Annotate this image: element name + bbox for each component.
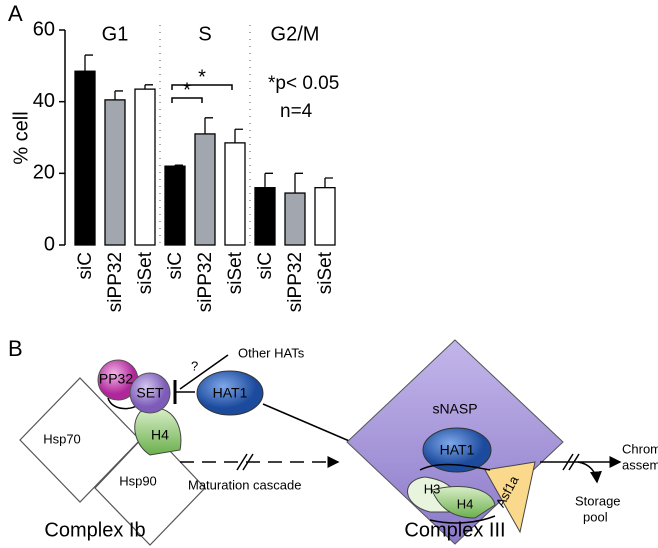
x-tick-label: siC (75, 252, 96, 279)
error-bar (294, 172, 303, 194)
line (179, 354, 229, 390)
label: PP32 (99, 371, 133, 387)
label: SET (136, 385, 164, 401)
panel-label: A (8, 1, 23, 26)
hat1-shape (196, 370, 264, 416)
error-bar (264, 172, 273, 188)
arrow (577, 461, 602, 484)
label: Complex Ib (44, 519, 145, 541)
significance-bracket (171, 97, 203, 103)
label: Hsp70 (43, 431, 81, 446)
label: Other HATs (238, 345, 305, 360)
bar (134, 88, 156, 246)
y-tick-label: 20 (33, 162, 55, 184)
h4-shape (431, 486, 496, 519)
label: Chromatin (622, 441, 658, 456)
x-tick-label: siSet (135, 251, 156, 294)
x-tick-label: siC (165, 252, 186, 279)
bar (224, 142, 246, 246)
panel-label: B (8, 336, 23, 361)
tail (429, 515, 496, 524)
error-bar (234, 128, 243, 143)
annotation: *p< 0.05 (268, 73, 339, 94)
significance-label: * (183, 79, 191, 101)
panel-b: B PP32 SET Hsp70 Hsp90 H4 Complex Ib ? O… (8, 336, 658, 546)
error-bar (114, 90, 123, 100)
label: ? (191, 358, 198, 373)
label: HAT1 (440, 442, 475, 458)
label: H3 (424, 481, 441, 496)
annotation: n=4 (280, 101, 313, 122)
bar (284, 192, 306, 246)
x-tick-label: siSet (315, 251, 336, 294)
label: sNASP (432, 401, 477, 417)
x-tick-label: siPP32 (105, 252, 126, 312)
x-tick-label: siSet (225, 251, 246, 294)
break (562, 453, 580, 471)
y-tick-label: 40 (33, 90, 55, 112)
bar (194, 133, 216, 246)
x-tick-label: siPP32 (285, 252, 306, 312)
y-axis-label: % cell (10, 111, 32, 164)
label: pool (583, 509, 608, 524)
x-tick-label: siC (255, 252, 276, 279)
label: H4 (457, 496, 474, 511)
asf1a-shape (484, 461, 536, 534)
bar (164, 165, 186, 246)
label: assembly (622, 457, 658, 472)
x-tick-label: siPP32 (195, 252, 216, 312)
error-bar (144, 84, 153, 90)
label: Storage (575, 493, 621, 508)
error-bar (84, 54, 93, 72)
label: Hsp90 (119, 473, 157, 488)
significance-label: * (198, 66, 206, 88)
error-bar (324, 177, 333, 188)
y-tick-label: 60 (33, 18, 55, 40)
bar (314, 187, 336, 246)
set-shape (129, 372, 171, 414)
break (236, 453, 254, 471)
error-bar (204, 117, 213, 134)
label: HAT1 (213, 385, 248, 401)
significance-bracket (171, 84, 233, 90)
hsp90-shape (94, 429, 206, 546)
label: H4 (151, 427, 169, 443)
group-label: G2/M (271, 23, 320, 45)
group-label: S (198, 23, 211, 45)
group-label: G1 (102, 23, 129, 45)
label: Complex III (404, 519, 505, 541)
bar (254, 187, 276, 246)
y-tick-label: 0 (44, 233, 55, 255)
bar (104, 99, 126, 246)
tail (419, 463, 491, 471)
hat1-shape (422, 427, 492, 473)
bar (74, 70, 96, 246)
hsp70-shape (19, 377, 141, 503)
label: Maturation cascade (188, 477, 301, 492)
